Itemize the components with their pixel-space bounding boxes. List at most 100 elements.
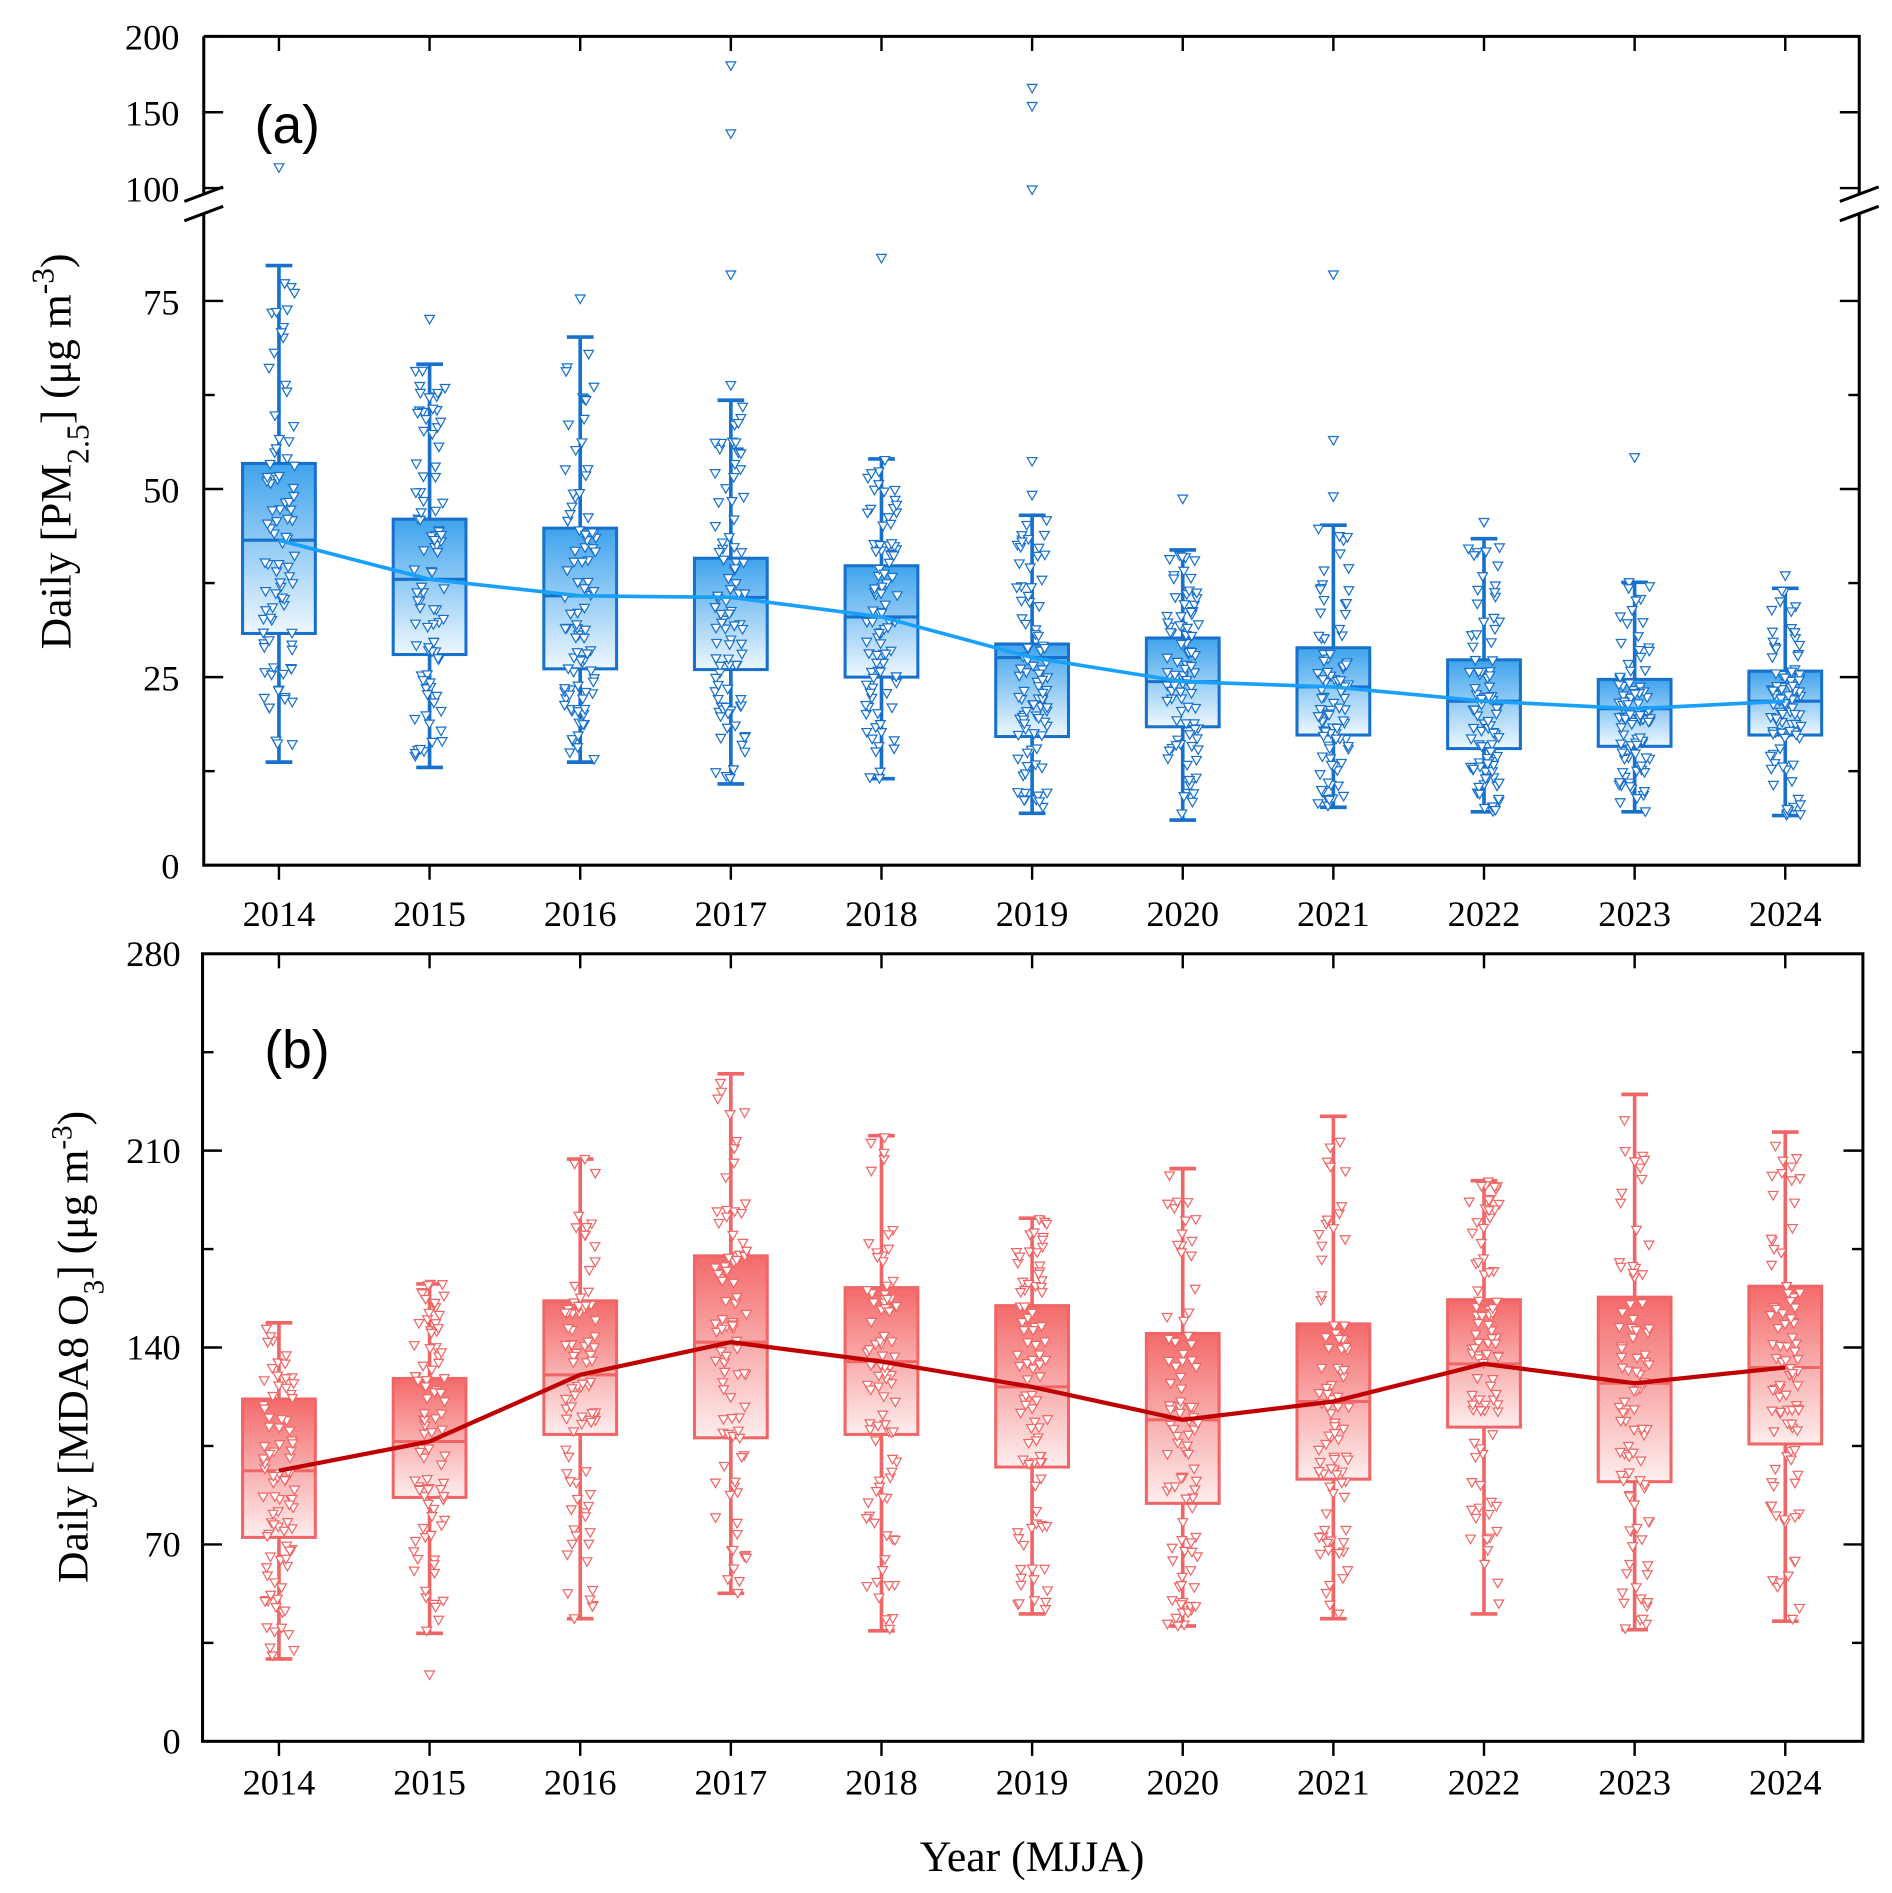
data-point-marker	[259, 558, 272, 569]
data-point-marker	[1472, 1338, 1485, 1349]
data-point-marker	[1036, 688, 1049, 700]
data-point-marker	[1185, 607, 1197, 619]
data-point-marker	[712, 694, 725, 706]
data-point-marker	[1185, 688, 1198, 700]
data-point-marker	[1486, 1430, 1499, 1441]
data-point-marker	[589, 1257, 602, 1268]
data-point-marker	[878, 1331, 890, 1343]
data-point-marker	[1314, 608, 1327, 619]
data-point-marker	[1186, 1503, 1199, 1515]
data-point-marker	[1490, 709, 1503, 720]
data-point-marker	[1624, 710, 1637, 721]
data-point-marker	[438, 1515, 451, 1527]
data-point-marker	[1190, 1362, 1203, 1374]
data-point-marker	[1616, 1588, 1629, 1599]
data-point-marker	[1491, 1578, 1504, 1589]
data-point-marker	[1634, 1163, 1647, 1174]
data-point-marker	[1023, 1247, 1036, 1258]
data-point-marker	[1171, 1621, 1184, 1632]
data-point-marker	[269, 411, 281, 422]
data-point-marker	[1492, 1599, 1505, 1610]
data-point-marker	[1185, 1402, 1198, 1414]
data-point-marker	[1463, 1197, 1476, 1208]
data-point-marker	[1615, 1352, 1628, 1364]
data-point-marker	[266, 506, 279, 517]
data-point-marker	[1035, 1474, 1047, 1485]
data-point-marker	[1615, 1470, 1628, 1482]
data-point-marker	[264, 613, 277, 625]
outlier-marker	[1628, 453, 1641, 464]
data-point-marker	[1325, 1464, 1338, 1475]
data-point-marker	[1328, 1422, 1341, 1433]
data-point-marker	[1329, 1329, 1342, 1340]
data-point-marker	[266, 1651, 279, 1662]
data-point-marker	[277, 322, 290, 334]
data-point-marker	[873, 742, 885, 753]
data-point-marker	[438, 584, 450, 595]
y-tick-label: 210	[126, 1131, 181, 1171]
data-point-marker	[1638, 768, 1651, 779]
data-point-marker	[1789, 1513, 1801, 1524]
data-point-marker	[1615, 1344, 1628, 1355]
data-point-marker	[1183, 730, 1196, 741]
data-point-marker	[558, 700, 571, 712]
data-point-marker	[1772, 1323, 1784, 1335]
data-point-marker	[1467, 723, 1480, 735]
data-point-marker	[872, 480, 885, 491]
data-point-marker	[1795, 721, 1807, 733]
data-point-marker	[268, 1492, 281, 1503]
data-point-marker	[1020, 520, 1033, 532]
data-point-marker	[723, 609, 736, 620]
data-point-marker	[1168, 670, 1181, 682]
data-point-marker	[1012, 692, 1025, 704]
data-point-marker	[410, 641, 423, 652]
data-point-marker	[1767, 1481, 1780, 1493]
data-point-marker	[1478, 803, 1491, 815]
data-point-marker	[431, 548, 444, 559]
data-point-marker	[438, 1374, 451, 1385]
data-point-marker	[579, 1301, 592, 1312]
data-point-marker	[569, 445, 582, 457]
x-tick-label: 2014	[243, 1763, 316, 1803]
data-point-marker	[867, 673, 880, 685]
data-point-marker	[1021, 643, 1034, 654]
data-point-marker	[1643, 582, 1656, 593]
data-point-marker	[1624, 782, 1637, 793]
data-point-marker	[261, 519, 274, 530]
data-point-marker	[264, 1332, 277, 1343]
data-point-marker	[1018, 719, 1031, 730]
data-point-marker	[1170, 1613, 1182, 1625]
data-point-marker	[257, 1492, 270, 1503]
data-point-marker	[1161, 1199, 1174, 1210]
data-point-marker	[730, 1136, 743, 1148]
data-point-marker	[1019, 769, 1032, 780]
data-point-marker	[861, 1286, 874, 1297]
data-point-marker	[1634, 652, 1647, 664]
data-point-marker	[872, 1382, 885, 1393]
data-point-marker	[559, 624, 572, 635]
outlier-marker	[1026, 456, 1039, 468]
data-point-marker	[1786, 681, 1799, 692]
data-point-marker	[1469, 683, 1481, 695]
data-point-marker	[280, 1383, 293, 1394]
data-point-marker	[560, 1469, 573, 1480]
data-point-marker	[1474, 1480, 1487, 1492]
data-point-marker	[1342, 741, 1355, 753]
data-point-marker	[278, 1476, 291, 1487]
data-point-marker	[409, 366, 422, 378]
data-point-marker	[1779, 1319, 1791, 1331]
data-point-marker	[868, 485, 881, 496]
data-point-marker	[1616, 748, 1629, 759]
data-point-marker	[1321, 667, 1334, 679]
data-point-marker	[1489, 1339, 1502, 1350]
data-point-marker	[1163, 1171, 1176, 1182]
data-point-marker	[1474, 1406, 1487, 1417]
data-point-marker	[567, 1427, 580, 1438]
data-point-marker	[1340, 598, 1353, 610]
data-point-marker	[1041, 1415, 1054, 1426]
data-point-marker	[1463, 667, 1476, 679]
data-point-marker	[1473, 789, 1486, 800]
outlier-marker	[875, 253, 888, 265]
data-point-marker	[417, 546, 430, 557]
data-point-marker	[281, 305, 294, 316]
